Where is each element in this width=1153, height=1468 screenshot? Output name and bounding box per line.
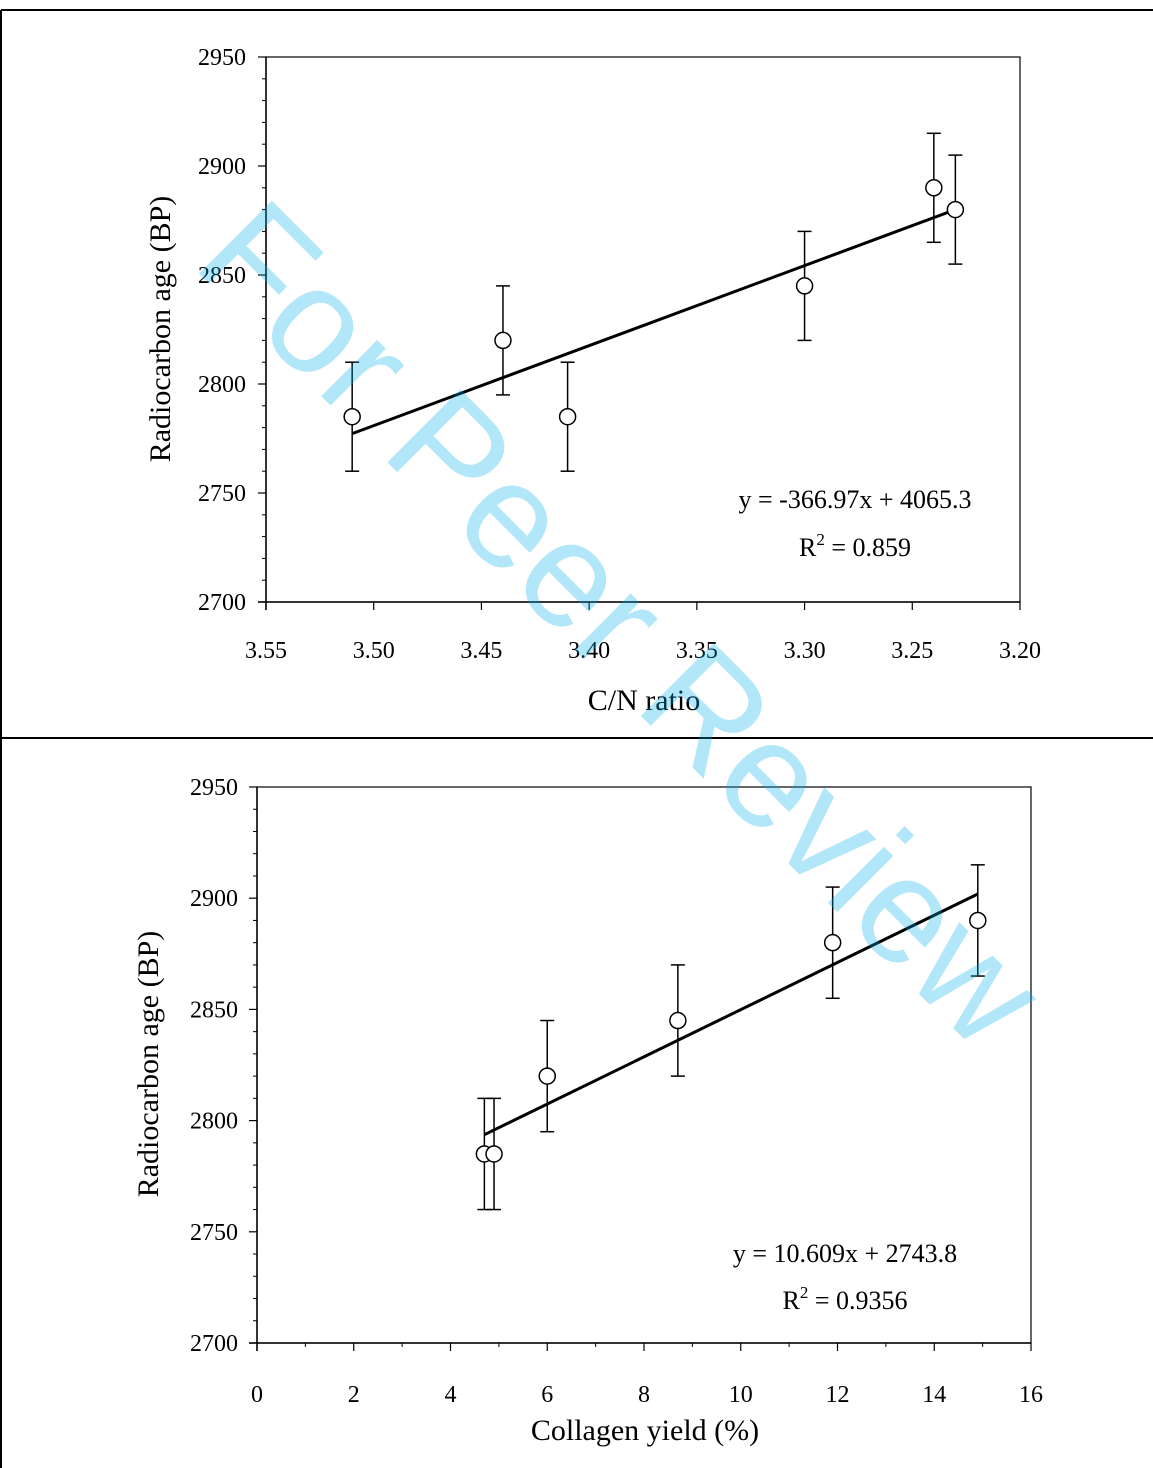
cn-ratio-y-axis-title: Radiocarbon age (BP) (144, 196, 177, 463)
collagen-yield-trendline (483, 892, 979, 1137)
collagen-yield-y-tick-label: 2950 (190, 775, 238, 801)
cn-ratio-x-tick-label: 3.35 (676, 638, 718, 664)
cn-ratio-x-tick-label: 3.20 (999, 638, 1041, 664)
collagen-yield-x-tick-label: 14 (922, 1382, 946, 1408)
cn-ratio-x-tick-label: 3.40 (568, 638, 610, 664)
cn-ratio-data-point (795, 277, 814, 295)
cn-ratio-y-tick-label: 2950 (198, 45, 246, 71)
collagen-yield-data-point (485, 1145, 503, 1163)
cn-ratio-data-point (558, 407, 577, 426)
collagen-yield-data-point (669, 1011, 687, 1030)
collagen-yield-x-tick-label: 16 (1019, 1382, 1043, 1408)
collagen-yield-chart: 2700 2750 2800 2850 2900 2950 0 2 4 6 8 10 12 14 16 Co… (132, 775, 1043, 1447)
collagen-yield-y-tick-label: 2700 (190, 1331, 238, 1357)
cn-ratio-y-tick-label: 2700 (198, 590, 246, 616)
collagen-yield-y-tick-label: 2900 (190, 886, 238, 912)
collagen-yield-x-tick-label: 0 (251, 1382, 263, 1408)
collagen-yield-equation: y = 10.609x + 2743.8 (733, 1239, 957, 1268)
cn-ratio-r2-sup: 2 (816, 530, 825, 549)
collagen-yield-y-tick-label: 2850 (190, 997, 238, 1023)
collagen-yield-data-point (823, 933, 842, 952)
watermark: For Peer Review (167, 169, 1076, 1078)
panel-frame (0, 9, 1153, 1468)
cn-ratio-plot-layer: 2700 2750 2800 2850 2900 2950 3.55 3.50 3.45 3.40… (198, 45, 1041, 664)
cn-ratio-y-tick-label: 2800 (198, 372, 246, 398)
cn-ratio-y-tick-label: 2750 (198, 481, 246, 507)
collagen-yield-x-tick-label: 10 (729, 1382, 753, 1408)
collagen-yield-plot-layer: 2700 2750 2800 2850 2900 2950 0 2 4 6 8 10 12 14 16 (190, 775, 1043, 1408)
collagen-yield-x-tick-label: 4 (445, 1382, 457, 1408)
cn-ratio-y-tick-label: 2850 (198, 263, 246, 289)
cn-ratio-equation: y = -366.97x + 4065.3 (739, 485, 972, 514)
collagen-yield-y-axis-title: Radiocarbon age (BP) (132, 931, 165, 1198)
collagen-yield-r2-label: R (782, 1286, 800, 1315)
cn-ratio-x-tick-label: 3.30 (784, 638, 826, 664)
cn-ratio-data-point (946, 200, 965, 219)
collagen-yield-x-tick-label: 6 (541, 1382, 553, 1408)
cn-ratio-data-point (925, 179, 943, 197)
collagen-yield-x-tick-label: 8 (638, 1382, 650, 1408)
cn-ratio-data-point (343, 407, 361, 426)
cn-ratio-x-tick-label: 3.25 (891, 638, 933, 664)
cn-ratio-trendline (351, 208, 956, 436)
cn-ratio-r2-label: R (799, 533, 817, 562)
cn-ratio-data-point (494, 331, 512, 350)
cn-ratio-y-tick-label: 2900 (198, 154, 246, 180)
collagen-yield-r2-value: = 0.9356 (808, 1286, 907, 1315)
cn-ratio-x-tick-label: 3.50 (353, 638, 395, 664)
collagen-yield-r2-sup: 2 (800, 1283, 809, 1302)
cn-ratio-x-tick-label: 3.55 (245, 638, 287, 664)
collagen-yield-x-tick-label: 12 (826, 1382, 850, 1408)
collagen-yield-y-tick-label: 2800 (190, 1109, 238, 1135)
collagen-yield-y-tick-label: 2750 (190, 1220, 238, 1246)
collagen-yield-x-axis-title: Collagen yield (%) (531, 1414, 759, 1447)
collagen-yield-x-tick-label: 2 (348, 1382, 360, 1408)
cn-ratio-x-tick-label: 3.45 (460, 638, 502, 664)
collagen-yield-r-squared: R2 = 0.9356 (782, 1283, 907, 1315)
cn-ratio-chart: 2700 2750 2800 2850 2900 2950 3.55 3.50 3.45 3.40… (144, 45, 1041, 717)
cn-ratio-x-axis-title: C/N ratio (588, 684, 701, 717)
collagen-yield-data-point (969, 911, 987, 930)
cn-ratio-r-squared: R2 = 0.859 (799, 530, 911, 562)
collagen-yield-data-point (538, 1067, 556, 1085)
cn-ratio-r2-value: = 0.859 (825, 533, 911, 562)
